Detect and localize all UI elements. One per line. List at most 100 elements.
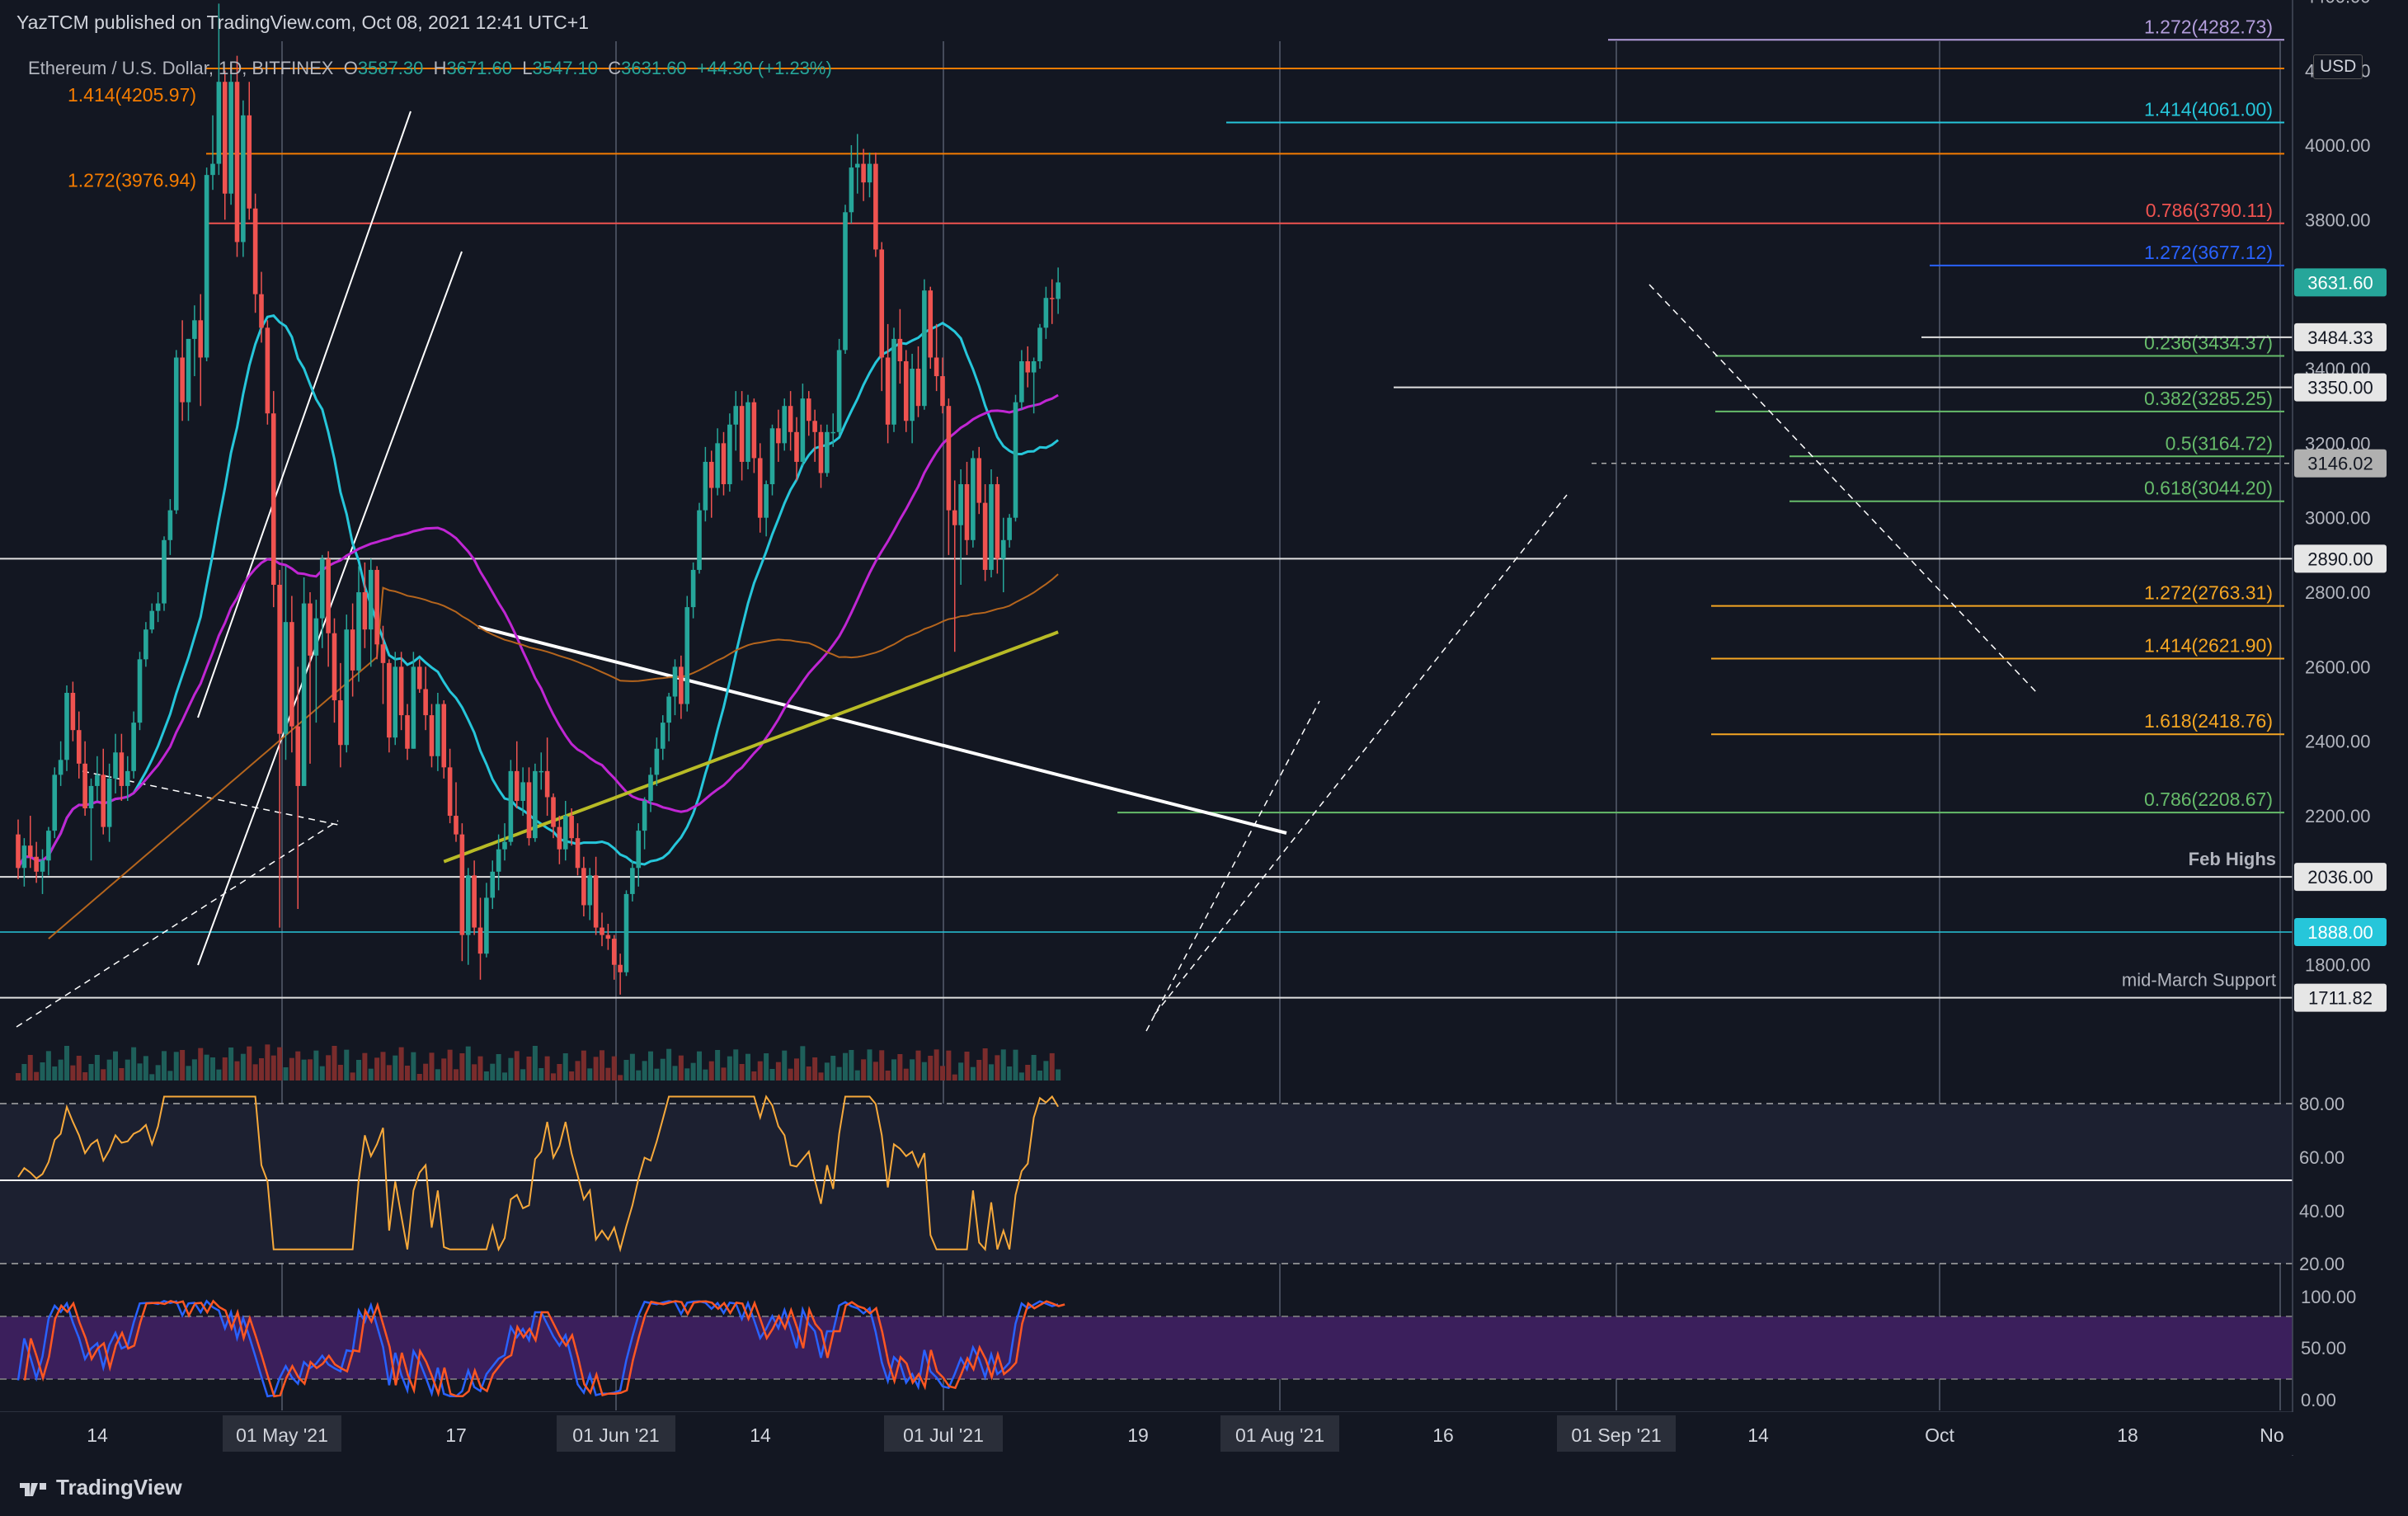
volume-bar-143 [885, 1071, 891, 1081]
rsi-background [0, 1104, 2293, 1264]
volume-bar-31 [204, 1054, 209, 1081]
candle-72 [454, 816, 459, 835]
candle-124 [769, 428, 775, 485]
candle-51 [326, 558, 331, 633]
candle-68 [429, 715, 435, 756]
volume-bar-17 [119, 1068, 125, 1081]
volume-bar-84 [526, 1057, 532, 1081]
volume-bar-48 [308, 1059, 313, 1081]
symbol-legend: Ethereum / U.S. Dollar, 1D, BITFINEX O35… [28, 58, 832, 78]
volume-bar-88 [551, 1073, 556, 1081]
low-value: 3547.10 [532, 58, 599, 78]
volume-bar-92 [575, 1061, 581, 1081]
moving-averages [16, 314, 1060, 939]
volume-bar-164 [1013, 1049, 1018, 1081]
volume-bar-157 [970, 1066, 976, 1081]
candle-41 [265, 327, 270, 414]
volume-bar-22 [149, 1074, 155, 1081]
candle-115 [715, 443, 720, 488]
ma-50-line [16, 393, 1059, 869]
fib-label-13: 1.272(2763.31) [2144, 582, 2273, 604]
candle-61 [387, 662, 392, 738]
price-badge-1 [2294, 323, 2387, 351]
volume-bar-35 [228, 1048, 234, 1081]
time-label-box-3 [557, 1415, 675, 1452]
volume-bar-109 [678, 1055, 684, 1081]
candle-166 [1025, 360, 1031, 373]
candle-113 [703, 461, 708, 511]
candle-108 [672, 666, 678, 697]
volume-bar-38 [247, 1046, 252, 1081]
volume-bar-67 [423, 1063, 429, 1081]
candle-92 [575, 838, 581, 869]
currency-button[interactable]: USD [2313, 54, 2363, 79]
candle-161 [995, 484, 1000, 559]
volume-bar-18 [125, 1059, 130, 1081]
volume-bar-91 [569, 1071, 575, 1081]
volume-bar-80 [502, 1072, 507, 1081]
volume-bar-159 [982, 1048, 988, 1081]
candle-146 [903, 360, 909, 421]
time-tick-5: 01 Jul '21 [903, 1424, 984, 1446]
candle-30 [198, 320, 204, 358]
trendline-2 [477, 625, 1287, 835]
volume-bar-133 [824, 1062, 830, 1081]
candle-13 [95, 774, 100, 786]
candle-50 [319, 558, 325, 619]
volume-bar-107 [666, 1048, 672, 1081]
volume-bar-138 [854, 1070, 860, 1081]
price-badge-text-5: 2036.00 [2307, 867, 2373, 887]
fib-label-8: 1.272(3677.12) [2144, 242, 2273, 263]
candle-140 [867, 163, 872, 183]
candle-59 [374, 569, 379, 645]
candle-131 [812, 421, 817, 432]
candle-2 [27, 845, 33, 857]
price-badge-text-1: 3484.33 [2307, 327, 2373, 348]
candle-37 [241, 115, 246, 242]
fib-label-16: 0.786(2208.67) [2144, 789, 2273, 810]
fib-label-12: 0.618(3044.20) [2144, 478, 2273, 499]
fib-label-11: 0.5(3164.72) [2166, 432, 2273, 454]
volume-bar-2 [27, 1055, 33, 1081]
candle-125 [776, 428, 781, 444]
volume-bar-89 [557, 1064, 562, 1081]
candle-82 [514, 770, 520, 801]
volume-bar-5 [45, 1051, 51, 1081]
candle-129 [800, 398, 806, 462]
candle-69 [435, 704, 440, 756]
volume-bar-56 [356, 1060, 361, 1081]
fib-label-6: 1.272(3976.94) [68, 169, 196, 191]
price-badge-2 [2294, 373, 2387, 402]
candle-96 [600, 927, 604, 935]
volume-bar-85 [532, 1046, 538, 1081]
candle-43 [277, 585, 282, 734]
volume-bar-101 [629, 1053, 635, 1081]
candle-65 [411, 666, 416, 749]
volume-bar-125 [775, 1062, 781, 1081]
candle-52 [332, 633, 337, 701]
time-label-box-7 [1220, 1415, 1339, 1452]
volume-bar-87 [544, 1056, 550, 1081]
candle-83 [520, 782, 525, 801]
candle-121 [751, 402, 757, 459]
volume-bar-9 [70, 1065, 76, 1081]
volume-bar-147 [910, 1059, 915, 1081]
candle-107 [666, 696, 671, 723]
rsi-tick-2: 40.00 [2299, 1201, 2345, 1222]
candle-110 [684, 607, 690, 704]
candle-163 [1007, 517, 1012, 540]
volume-bar-156 [964, 1052, 970, 1081]
candle-138 [854, 163, 860, 168]
volume-bar-33 [216, 1069, 222, 1081]
volume-bar-170 [1049, 1052, 1055, 1081]
candle-157 [971, 458, 976, 540]
fib-label-14: 1.414(2621.90) [2144, 634, 2273, 656]
candle-99 [618, 964, 623, 972]
candle-70 [441, 704, 447, 768]
price-tick-6: 3000.00 [2305, 508, 2371, 529]
trendline-0 [197, 111, 412, 718]
volume-bar-98 [611, 1056, 617, 1081]
candle-135 [836, 350, 842, 432]
volume-bar-54 [344, 1049, 350, 1081]
